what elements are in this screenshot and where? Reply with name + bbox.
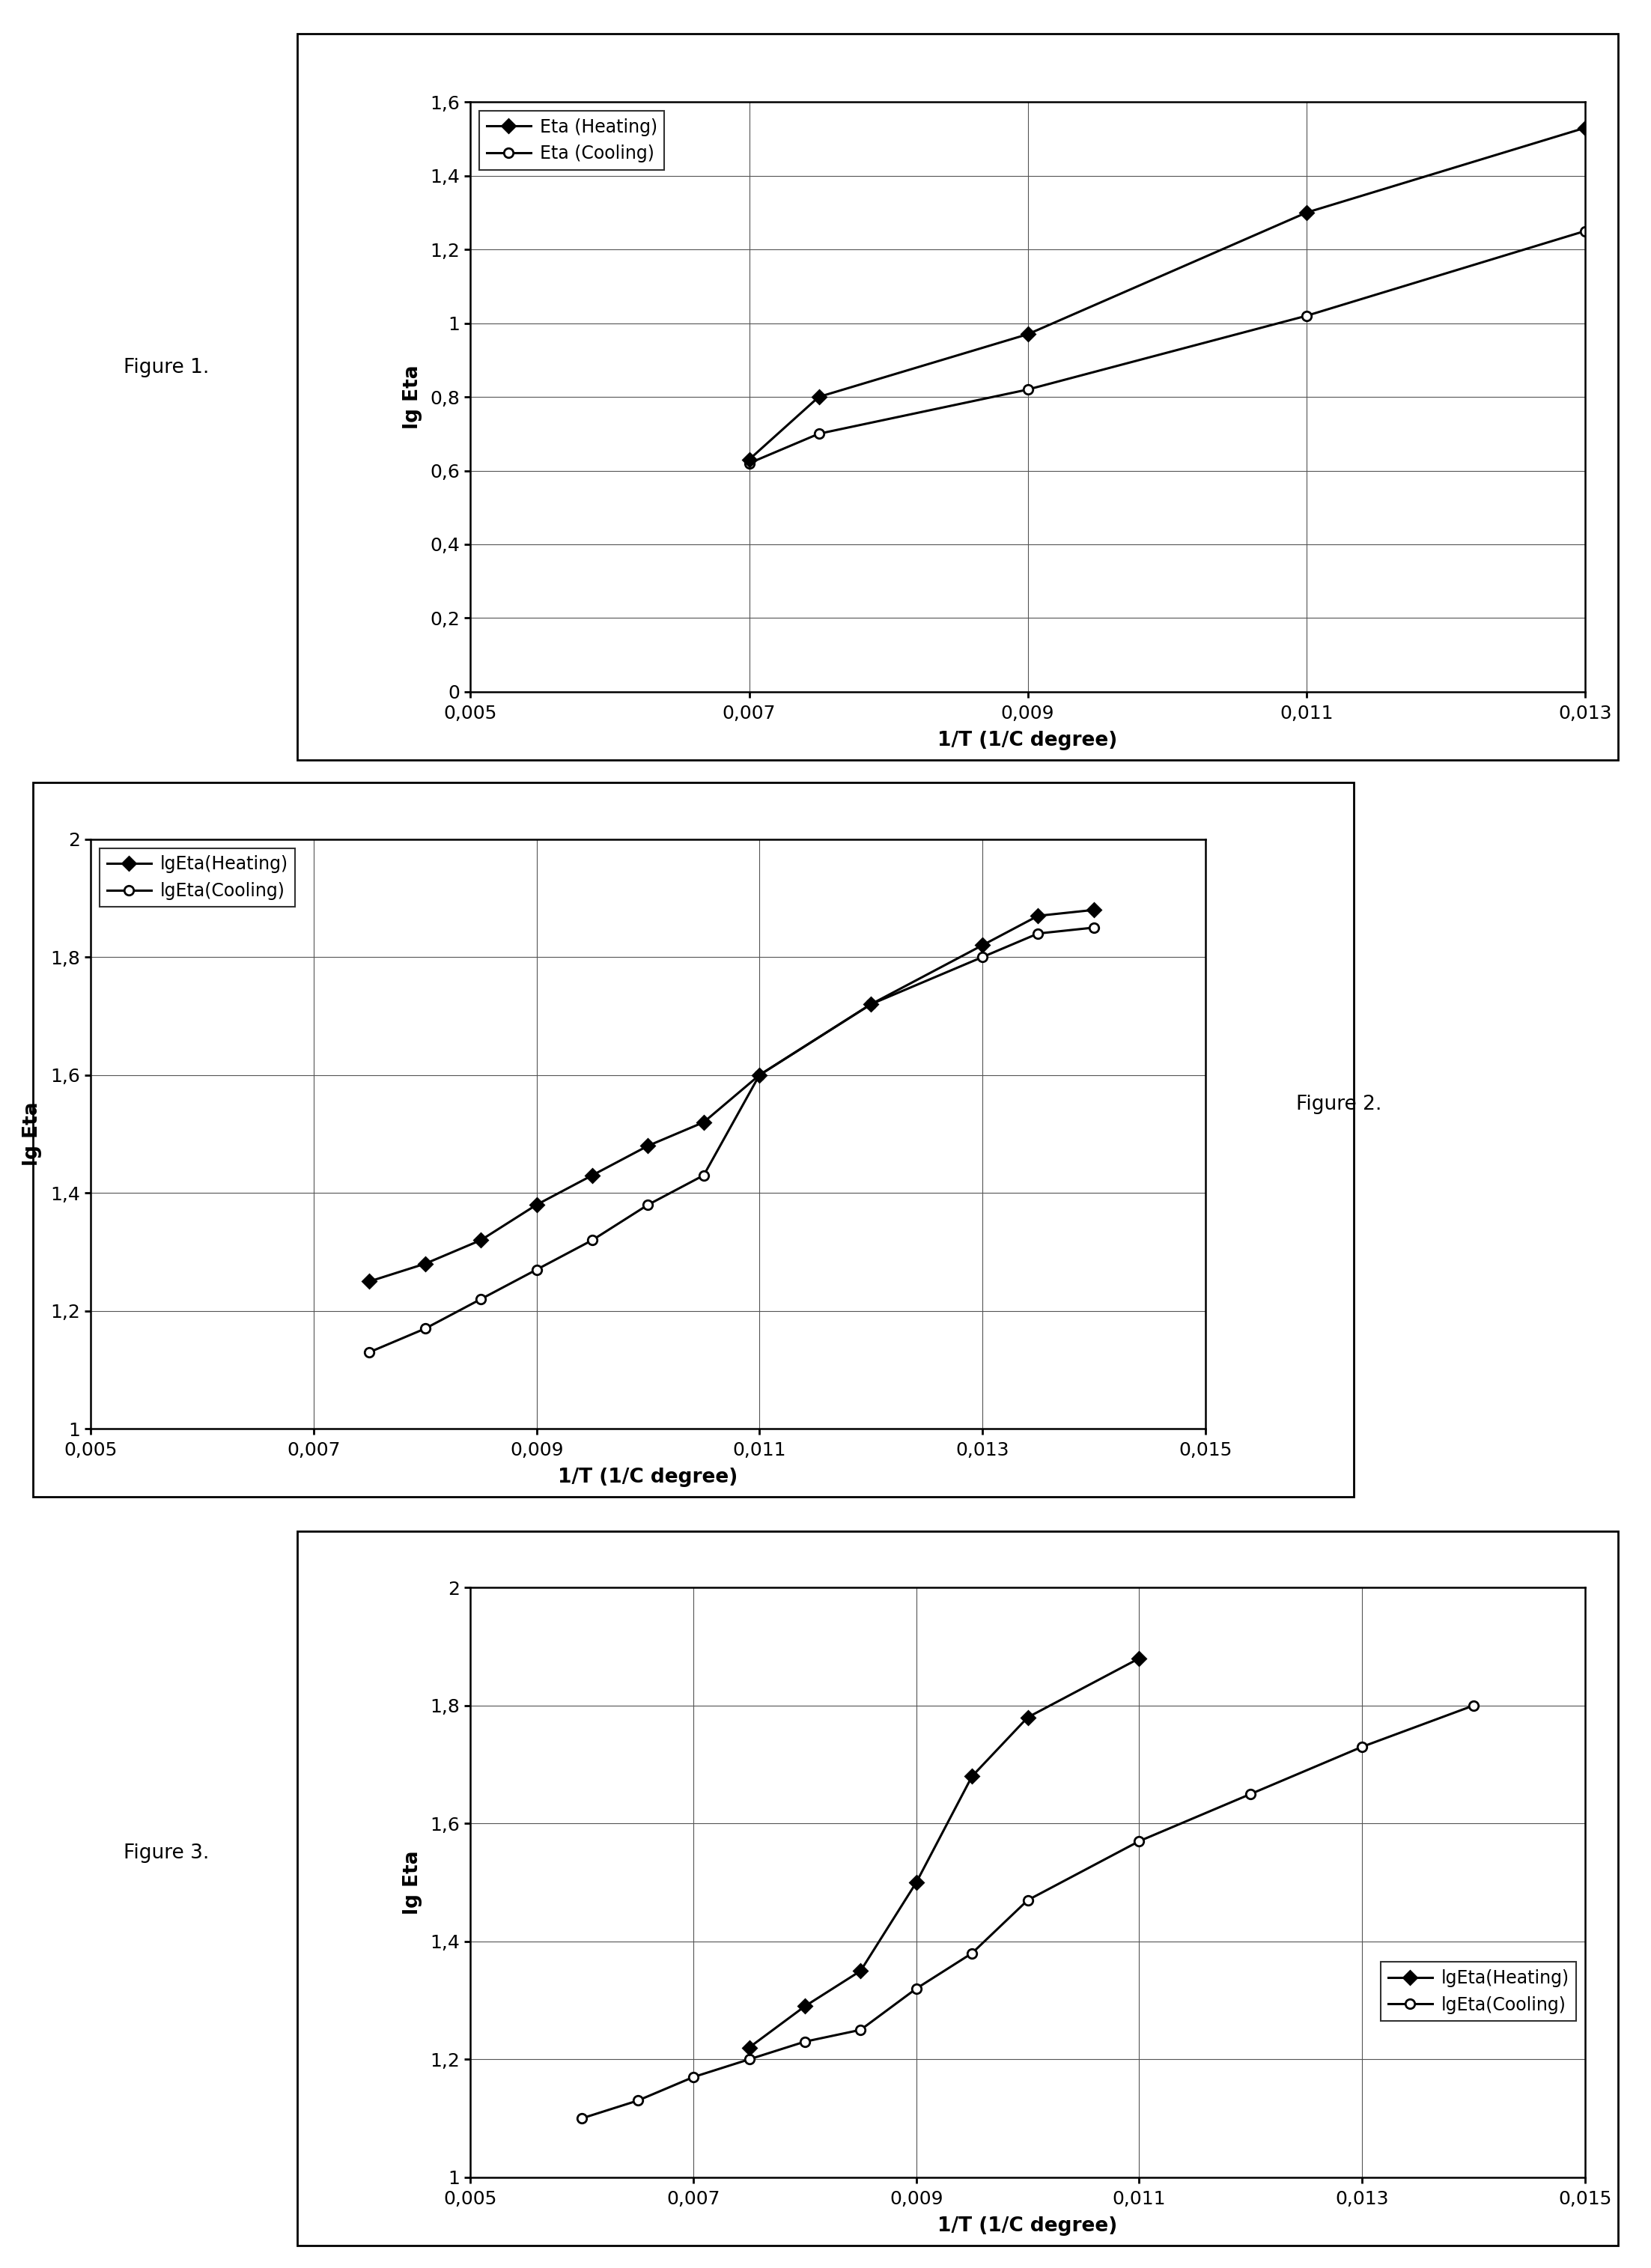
Legend: lgEta(Heating), lgEta(Cooling): lgEta(Heating), lgEta(Cooling) bbox=[1380, 1962, 1577, 2021]
Y-axis label: lg Eta: lg Eta bbox=[23, 1102, 43, 1166]
Eta (Cooling) bbox=[809, 420, 829, 447]
Y-axis label: lg Eta: lg Eta bbox=[403, 1851, 423, 1914]
Line: lgEta(Heating): lgEta(Heating) bbox=[745, 1653, 1144, 2053]
Eta (Heating) bbox=[809, 383, 829, 411]
lgEta(Heating) bbox=[1129, 1644, 1149, 1672]
lgEta(Cooling) bbox=[963, 1939, 982, 1966]
lgEta(Heating) bbox=[360, 1268, 380, 1295]
lgEta(Cooling) bbox=[1242, 1780, 1261, 1808]
Line: lgEta(Heating): lgEta(Heating) bbox=[365, 905, 1098, 1286]
Eta (Heating) bbox=[1017, 320, 1037, 347]
lgEta(Cooling) bbox=[1029, 921, 1048, 948]
Text: Figure 2.: Figure 2. bbox=[1296, 1095, 1382, 1114]
Text: Figure 1.: Figure 1. bbox=[124, 358, 210, 376]
lgEta(Cooling) bbox=[693, 1161, 713, 1188]
lgEta(Heating) bbox=[796, 1994, 816, 2021]
Line: Eta (Cooling): Eta (Cooling) bbox=[745, 227, 1590, 467]
Line: lgEta(Cooling): lgEta(Cooling) bbox=[365, 923, 1098, 1356]
lgEta(Cooling) bbox=[740, 2046, 759, 2073]
lgEta(Heating) bbox=[1017, 1703, 1038, 1730]
lgEta(Cooling) bbox=[1129, 1828, 1149, 1855]
Eta (Cooling) bbox=[1575, 218, 1595, 245]
lgEta(Cooling) bbox=[639, 1191, 659, 1218]
Y-axis label: lg Eta: lg Eta bbox=[403, 365, 423, 429]
lgEta(Cooling) bbox=[862, 991, 882, 1018]
lgEta(Cooling) bbox=[416, 1315, 436, 1343]
lgEta(Cooling) bbox=[796, 2028, 816, 2055]
lgEta(Cooling) bbox=[627, 2087, 647, 2114]
lgEta(Cooling) bbox=[684, 2064, 703, 2091]
lgEta(Heating) bbox=[471, 1227, 490, 1254]
lgEta(Heating) bbox=[527, 1191, 546, 1218]
lgEta(Heating) bbox=[850, 1957, 870, 1984]
lgEta(Cooling) bbox=[1463, 1692, 1483, 1719]
lgEta(Cooling) bbox=[583, 1227, 603, 1254]
lgEta(Cooling) bbox=[850, 2016, 870, 2043]
Legend: Eta (Heating), Eta (Cooling): Eta (Heating), Eta (Cooling) bbox=[479, 111, 664, 170]
lgEta(Cooling) bbox=[750, 1061, 769, 1089]
X-axis label: 1/T (1/C degree): 1/T (1/C degree) bbox=[938, 730, 1118, 751]
lgEta(Cooling) bbox=[1017, 1887, 1038, 1914]
lgEta(Heating) bbox=[862, 991, 882, 1018]
lgEta(Cooling) bbox=[1352, 1733, 1372, 1760]
X-axis label: 1/T (1/C degree): 1/T (1/C degree) bbox=[558, 1467, 738, 1488]
lgEta(Heating) bbox=[639, 1132, 659, 1159]
lgEta(Cooling) bbox=[360, 1338, 380, 1365]
lgEta(Heating) bbox=[416, 1250, 436, 1277]
Eta (Cooling) bbox=[1296, 302, 1316, 329]
Line: Eta (Heating): Eta (Heating) bbox=[745, 122, 1590, 465]
Eta (Heating) bbox=[740, 447, 759, 474]
lgEta(Heating) bbox=[750, 1061, 769, 1089]
Line: lgEta(Cooling): lgEta(Cooling) bbox=[578, 1701, 1478, 2123]
lgEta(Heating) bbox=[693, 1109, 713, 1136]
lgEta(Heating) bbox=[906, 1869, 926, 1896]
Eta (Heating) bbox=[1296, 200, 1316, 227]
Eta (Cooling) bbox=[1017, 376, 1037, 404]
lgEta(Cooling) bbox=[571, 2105, 591, 2132]
X-axis label: 1/T (1/C degree): 1/T (1/C degree) bbox=[938, 2216, 1118, 2236]
Legend: lgEta(Heating), lgEta(Cooling): lgEta(Heating), lgEta(Cooling) bbox=[99, 848, 296, 907]
lgEta(Cooling) bbox=[972, 943, 992, 971]
lgEta(Cooling) bbox=[1085, 914, 1105, 941]
lgEta(Heating) bbox=[1029, 903, 1048, 930]
lgEta(Heating) bbox=[972, 932, 992, 959]
lgEta(Cooling) bbox=[527, 1256, 546, 1284]
Eta (Cooling) bbox=[740, 449, 759, 476]
lgEta(Cooling) bbox=[471, 1286, 490, 1313]
lgEta(Heating) bbox=[1085, 896, 1105, 923]
Text: Figure 3.: Figure 3. bbox=[124, 1844, 210, 1862]
Eta (Heating) bbox=[1575, 113, 1595, 141]
lgEta(Heating) bbox=[963, 1762, 982, 1789]
lgEta(Heating) bbox=[583, 1161, 603, 1188]
lgEta(Heating) bbox=[740, 2034, 759, 2062]
lgEta(Cooling) bbox=[906, 1975, 926, 2003]
